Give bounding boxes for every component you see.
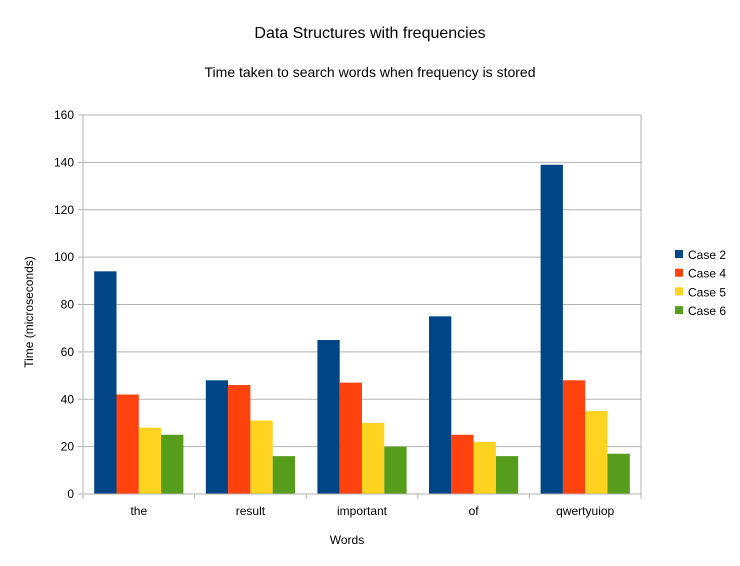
bars-group [94,164,630,494]
bar [562,380,586,494]
bar [585,411,608,494]
bar [362,422,385,494]
x-tick-labels: the result important of qwertyuiop [130,504,614,518]
x-axis-title: Words [330,533,364,547]
x-tick-label: qwertyuiop [556,504,614,518]
y-axis-title: Time (microseconds) [22,256,36,368]
gridlines [83,114,642,494]
y-tick-label: 120 [54,203,74,217]
bar [94,271,117,494]
y-tick-label: 0 [67,487,74,501]
y-tick-label: 80 [61,298,75,312]
bar [339,382,362,494]
bar [540,164,563,494]
bar [228,385,251,494]
bar [607,453,630,494]
legend-label: Case 5 [688,285,726,299]
legend-label: Case 4 [688,267,726,281]
legend: Case 2 Case 4 Case 5 Case 6 [675,248,726,318]
legend-swatch [675,250,683,258]
bar [205,380,229,494]
x-tick-label: of [469,504,480,518]
bar [138,427,162,494]
x-tick-label: result [236,504,266,518]
bar [429,316,452,494]
legend-label: Case 6 [688,304,726,318]
x-tick-label: the [130,504,147,518]
y-tick-label: 100 [54,250,74,264]
y-tick-label: 140 [54,155,74,169]
bar [250,420,273,494]
bar [384,446,407,494]
chart-title: Data Structures with frequencies [254,25,485,42]
bar [473,441,496,494]
chart-subtitle: Time taken to search words when frequenc… [205,64,536,80]
legend-swatch [675,268,683,277]
legend-swatch [675,306,683,315]
y-tick-label: 60 [61,345,75,359]
bar [116,394,139,494]
legend-label: Case 2 [688,248,726,262]
bar [317,340,340,494]
x-tick-label: important [337,504,388,518]
y-tick-label: 40 [61,392,75,406]
axes [78,114,642,499]
bar [495,456,519,494]
y-tick-labels: 0 20 40 60 80 100 120 140 160 [54,108,74,501]
bar [272,456,295,494]
bar [161,434,184,494]
bar [451,434,474,494]
y-tick-label: 160 [54,108,74,122]
legend-swatch [675,287,683,296]
y-tick-label: 20 [61,440,75,454]
